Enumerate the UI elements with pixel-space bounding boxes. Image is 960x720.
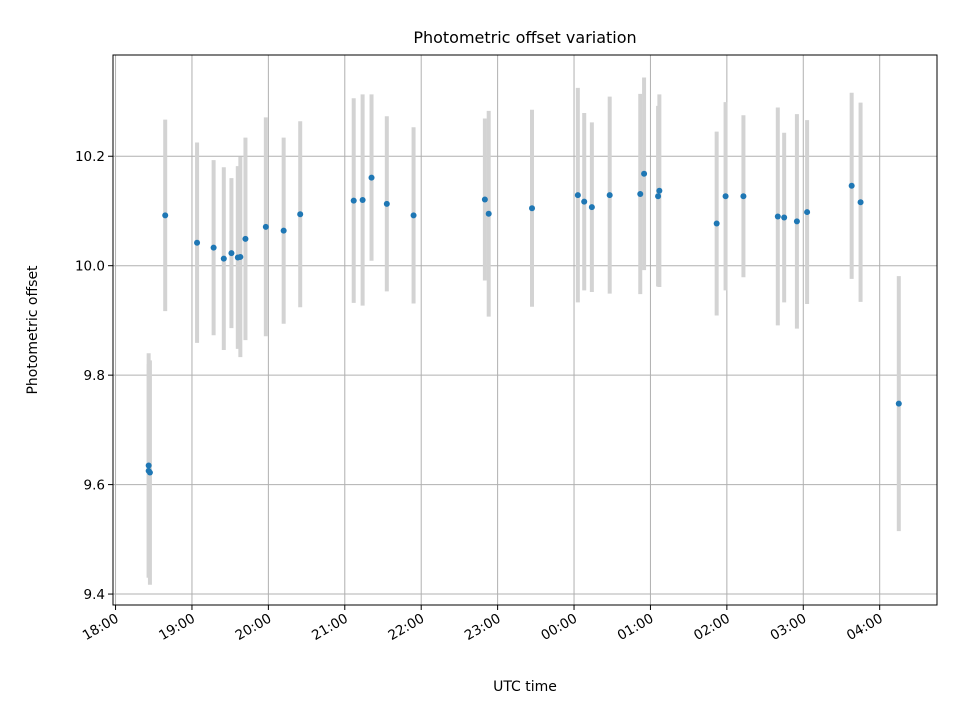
data-point	[242, 235, 249, 242]
data-point	[194, 239, 201, 246]
grid	[113, 55, 937, 605]
data-point	[481, 196, 488, 203]
data-point	[740, 193, 747, 200]
data-point	[359, 197, 366, 204]
data-point	[588, 204, 595, 211]
data-point	[793, 218, 800, 225]
y-tick-label: 10.2	[75, 149, 105, 165]
data-point	[145, 462, 152, 469]
data-point	[383, 200, 390, 207]
data-point	[485, 210, 492, 217]
data-point	[606, 192, 613, 199]
data-point	[637, 191, 644, 198]
data-point	[350, 197, 357, 204]
data-point	[656, 187, 663, 194]
data-point	[220, 255, 227, 262]
data-point	[280, 227, 287, 234]
data-point	[848, 182, 855, 189]
data-point	[804, 209, 811, 216]
y-tick-label: 9.6	[84, 478, 105, 494]
data-point	[162, 212, 169, 219]
data-point	[368, 174, 375, 181]
data-point	[713, 220, 720, 227]
x-axis-label: UTC time	[493, 679, 557, 695]
data-point	[146, 469, 153, 476]
data-point	[410, 212, 417, 219]
data-point	[228, 250, 235, 257]
data-point	[641, 170, 648, 177]
data-point	[722, 193, 729, 200]
data-point	[895, 400, 902, 407]
data-point	[581, 198, 588, 205]
data-point	[774, 213, 781, 220]
y-axis-label: Photometric offset	[25, 265, 41, 395]
data-point	[210, 244, 217, 251]
data-point	[781, 214, 788, 221]
data-point	[857, 199, 864, 206]
data-point	[574, 192, 581, 199]
y-tick-label: 10.0	[75, 259, 105, 275]
data-point	[237, 253, 244, 260]
chart-title: Photometric offset variation	[413, 28, 636, 47]
y-tick-label: 9.4	[84, 587, 105, 603]
data-point	[655, 193, 662, 200]
data-points	[145, 170, 902, 476]
y-tick-label: 9.8	[84, 368, 105, 384]
data-point	[262, 223, 269, 230]
plot-frame	[112, 54, 938, 606]
data-point	[297, 211, 304, 218]
data-point	[529, 205, 536, 212]
